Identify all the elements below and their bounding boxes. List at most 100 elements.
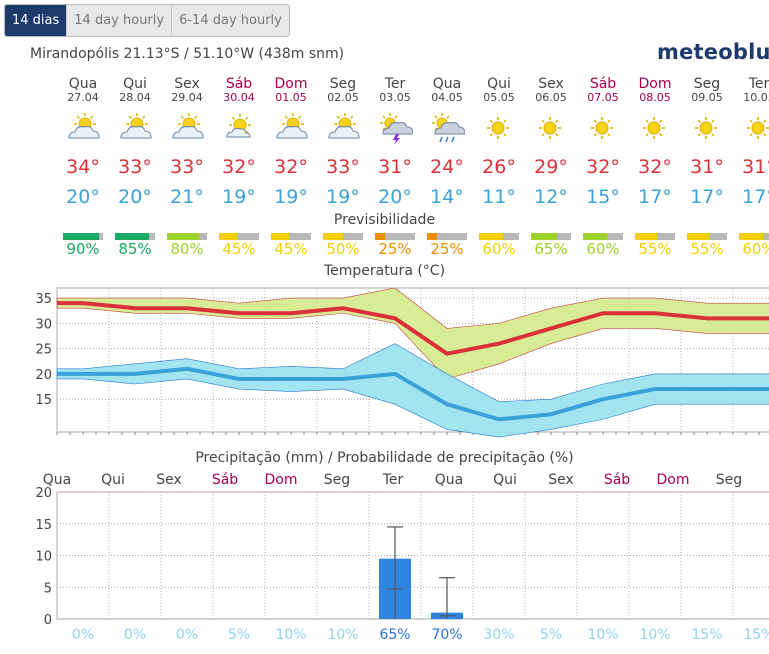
x-category-label: Sex [548, 472, 574, 488]
max-temperature: 31° [378, 156, 412, 178]
predictability-bar [115, 233, 155, 240]
predictability-percent: 25% [378, 240, 412, 258]
day-date: 04.05 [431, 91, 463, 104]
predictability-title: Previsibilidade [333, 212, 436, 228]
day-date: 30.04 [223, 91, 255, 104]
sun-small-cloud-icon [221, 113, 255, 143]
day-header: Qua 04.05 [417, 77, 477, 104]
min-temperature: 19° [274, 186, 308, 208]
max-temperature: 31° [690, 156, 724, 178]
predictability-bar-fill [375, 233, 385, 240]
predictability-percent: 45% [274, 240, 308, 258]
max-temperature: 32° [222, 156, 256, 178]
temperature-point [497, 417, 501, 421]
min-temperature-line [57, 366, 769, 422]
max-temperature: 34° [66, 156, 100, 178]
day-date: 29.04 [171, 91, 203, 104]
precipitation-probability-label: 0% [176, 627, 198, 643]
day-date: 01.05 [275, 91, 307, 104]
temperature-point [653, 311, 657, 315]
x-category-label: Qua [43, 472, 71, 488]
day-date: 06.05 [535, 91, 567, 104]
max-temperature-range [56, 287, 769, 380]
predictability-bar-fill [219, 233, 237, 240]
temperature-point [341, 306, 345, 310]
x-category-label: Qui [101, 472, 125, 488]
y-tick-label: 35 [35, 292, 52, 307]
sun-icon [637, 113, 671, 143]
meteoblue-logo[interactable]: meteoblue [657, 40, 769, 64]
x-category-label: Sáb [604, 472, 630, 488]
tab-14-day-hourly[interactable]: 14 day hourly [66, 5, 171, 36]
precipitation-probability-label: 30% [483, 627, 514, 643]
tab-6-14-day-hourly[interactable]: 6-14 day hourly [171, 5, 289, 36]
day-date: 05.05 [483, 91, 515, 104]
y-tick-label: 15 [35, 393, 52, 408]
min-temperature: 11° [482, 186, 516, 208]
max-temperature: 26° [482, 156, 516, 178]
sun-icon [741, 113, 769, 143]
precipitation-probability-label: 65% [379, 627, 410, 643]
temperature-point [601, 397, 605, 401]
predictability-bar [479, 233, 519, 240]
precipitation-probability-label: 10% [275, 627, 306, 643]
precipitation-probability-label: 10% [587, 627, 618, 643]
day-header: Seg 09.05 [677, 77, 737, 104]
predictability-percent: 60% [482, 240, 516, 258]
predictability-percent: 55% [690, 240, 724, 258]
precipitation-probability-label: 10% [639, 627, 670, 643]
max-temperature: 31° [742, 156, 769, 178]
sun-icon [533, 113, 567, 143]
precipitation-probability-label: 5% [540, 627, 562, 643]
max-temperature: 33° [118, 156, 152, 178]
day-name: Sáb [589, 76, 617, 92]
temperature-point [289, 377, 293, 381]
min-temperature: 20° [378, 186, 412, 208]
temperature-point [497, 342, 501, 346]
x-category-label: Qui [493, 472, 517, 488]
day-name: Sáb [225, 76, 253, 92]
rain-shower-icon [429, 113, 466, 143]
temperature-point [445, 402, 449, 406]
max-temperature: 29° [534, 156, 568, 178]
partly-cloudy-icon [65, 113, 100, 143]
min-temperature: 14° [430, 186, 464, 208]
temperature-point [133, 372, 137, 376]
day-name: Qua [432, 76, 462, 92]
day-name: Sex [174, 76, 200, 92]
temperature-point [81, 301, 85, 305]
temperature-point [757, 387, 761, 391]
x-category-label: Dom [657, 472, 690, 488]
temperature-point [341, 377, 345, 381]
partly-cloudy-icon [117, 113, 152, 143]
temperature-point [601, 311, 605, 315]
predictability-bar-fill [531, 233, 557, 240]
predictability-bar [167, 233, 207, 240]
min-temperature: 17° [742, 186, 769, 208]
day-date: 09.05 [691, 91, 723, 104]
max-temperature: 32° [586, 156, 620, 178]
max-temperature: 24° [430, 156, 464, 178]
min-temperature-range [56, 343, 769, 438]
partly-cloudy-icon [273, 113, 308, 143]
max-temperature-line [57, 301, 769, 356]
max-temperature: 33° [326, 156, 360, 178]
predictability-percent: 50% [326, 240, 360, 258]
temperature-chart-title: Temperatura (°C) [323, 263, 446, 279]
partly-cloudy-icon [325, 113, 360, 143]
day-name: Qui [487, 76, 511, 92]
predictability-percent: 25% [430, 240, 464, 258]
x-category-label: Sex [156, 472, 182, 488]
day-name: Seg [693, 76, 721, 92]
tab-14-days[interactable]: 14 dias [5, 5, 67, 36]
day-date: 08.05 [639, 91, 671, 104]
day-name: Dom [638, 76, 672, 92]
predictability-bar [375, 233, 415, 240]
day-header: Sex 06.05 [521, 77, 581, 104]
predictability-bar [635, 233, 675, 240]
x-category-label: Qua [435, 472, 463, 488]
predictability-percent: 80% [170, 240, 204, 258]
day-date: 27.04 [67, 91, 99, 104]
thunderstorm-icon [377, 113, 414, 145]
predictability-bar [271, 233, 311, 240]
